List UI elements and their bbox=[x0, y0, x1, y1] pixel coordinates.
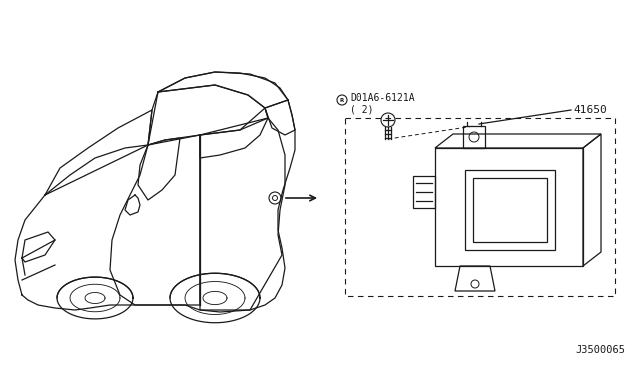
Bar bbox=[345, 118, 615, 296]
Text: R: R bbox=[340, 97, 344, 103]
Text: 41650: 41650 bbox=[573, 105, 607, 115]
Text: D01A6-6121A: D01A6-6121A bbox=[350, 93, 415, 103]
Text: ( 2): ( 2) bbox=[350, 105, 374, 115]
Text: J3500065: J3500065 bbox=[575, 345, 625, 355]
